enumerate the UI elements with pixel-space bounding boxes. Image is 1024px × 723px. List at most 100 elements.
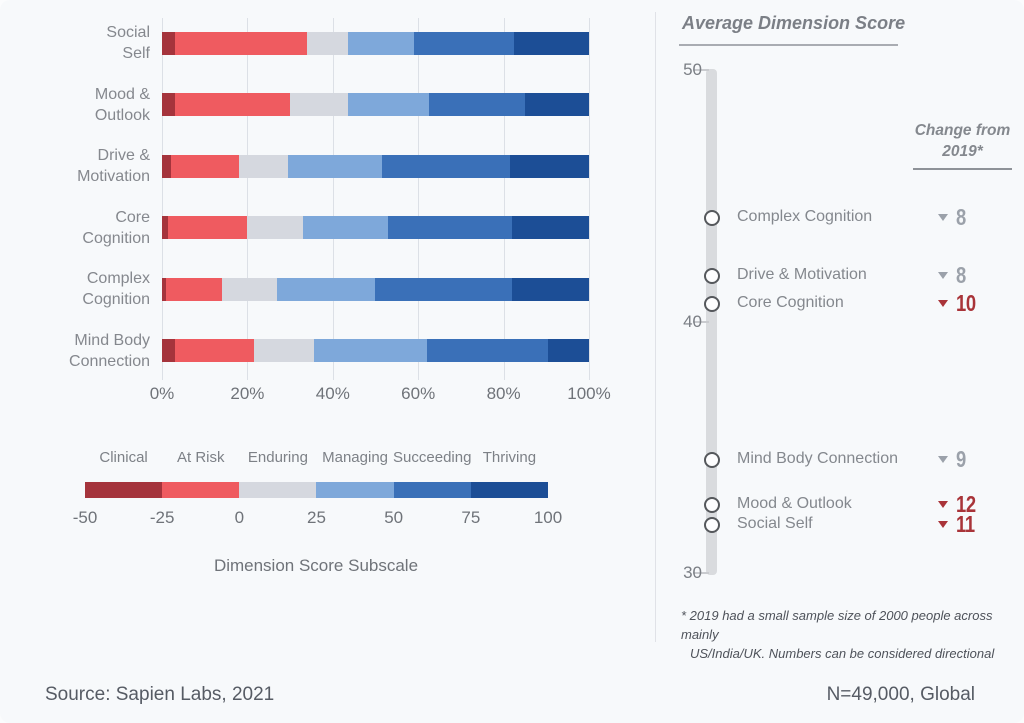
dimension-label: Drive & Motivation — [737, 266, 867, 284]
scale-tick-label: 50 — [683, 60, 702, 79]
legend-color-segment — [85, 482, 163, 498]
change-header-underline — [913, 168, 1012, 170]
panel-title-underline — [679, 44, 898, 46]
bar-segment-enduring — [307, 31, 348, 55]
dimension-label: Core Cognition — [737, 293, 844, 311]
category-label: Drive & Motivation — [77, 147, 150, 185]
gridline — [503, 18, 505, 380]
change-column-header: Change from 2019* — [905, 120, 1020, 162]
bar-segment-at-risk — [174, 339, 254, 362]
bar-segment-clinical — [162, 216, 169, 239]
gridline — [418, 18, 420, 380]
triangle-down-icon — [938, 214, 948, 222]
bar-segment-succeeding — [426, 339, 549, 362]
bar-segment-clinical — [162, 339, 175, 362]
bar-segment-enduring — [221, 277, 278, 301]
panel-divider — [655, 12, 656, 642]
x-axis-title: Dimension Score Subscale — [213, 556, 419, 575]
bar-segment-at-risk — [170, 154, 239, 178]
bar-segment-enduring — [290, 93, 348, 116]
bar-segment-managing — [287, 154, 382, 178]
source-note: Source: Sapien Labs, 2021 — [45, 684, 275, 705]
footnote-line2: US/India/UK. Numbers can be considered d… — [690, 646, 995, 661]
score-marker — [704, 451, 720, 468]
legend-scale-tick: 0 — [234, 508, 245, 527]
legend-label: Enduring — [247, 449, 308, 466]
dimension-label: Mood & Outlook — [737, 495, 852, 513]
footnote: * 2019 had a small sample size of 2000 p… — [681, 606, 1016, 663]
scale-tick-dash — [693, 69, 709, 71]
legend-color-segment — [393, 482, 471, 498]
legend-color-segment — [316, 482, 394, 498]
bar-segment-enduring — [253, 339, 314, 362]
score-scale-bar — [706, 69, 717, 575]
legend-color-segment — [470, 482, 548, 498]
gridline — [247, 18, 249, 380]
bar-segment-succeeding — [375, 277, 513, 301]
x-axis-tick-label: 100% — [567, 384, 611, 403]
bar-segment-clinical — [162, 277, 167, 301]
bar-segment-enduring — [238, 154, 288, 178]
scale-tick-dash — [693, 320, 709, 323]
stacked-bar — [162, 154, 589, 178]
category-label: Complex Cognition — [82, 270, 150, 308]
x-axis-tick-label: 60% — [401, 384, 436, 403]
change-value: 9 — [956, 445, 966, 472]
bar-segment-at-risk — [174, 93, 291, 116]
triangle-down-icon — [938, 299, 948, 307]
scale-tick-label: 40 — [683, 311, 702, 331]
bar-segment-managing — [277, 277, 376, 301]
change-value: 12 — [956, 491, 976, 518]
legend-scale-tick: 100 — [533, 508, 563, 527]
bar-segment-at-risk — [166, 277, 222, 301]
bar-segment-managing — [347, 31, 414, 55]
gridline — [332, 18, 334, 380]
gridline — [589, 18, 590, 380]
triangle-down-icon — [938, 272, 948, 280]
score-marker — [704, 517, 720, 534]
dimension-label: Complex Cognition — [737, 208, 873, 226]
score-marker — [704, 210, 720, 227]
bar-segment-managing — [347, 93, 429, 116]
stacked-bar — [162, 31, 589, 55]
bar-segment-thriving — [514, 31, 589, 55]
bar-plot-area — [162, 18, 590, 380]
change-value: 8 — [956, 204, 966, 231]
x-axis-tick-label: 40% — [315, 384, 350, 403]
change-header-line1: Change from — [914, 122, 1011, 139]
bar-segment-managing — [302, 216, 389, 239]
category-label: Mood & Outlook — [94, 85, 150, 124]
stacked-bar — [162, 93, 589, 116]
bar-segment-clinical — [162, 154, 171, 178]
change-value: 8 — [956, 262, 966, 289]
legend-label: Thriving — [482, 449, 537, 466]
bar-segment-managing — [313, 339, 427, 362]
triangle-down-icon — [938, 455, 948, 463]
change-header-line2: 2019* — [942, 143, 983, 160]
category-label: Core Cognition — [82, 208, 150, 247]
score-marker — [704, 497, 720, 514]
bar-segment-clinical — [162, 31, 175, 55]
legend-label: Succeeding — [393, 449, 472, 466]
bar-segment-at-risk — [174, 31, 308, 55]
triangle-down-icon — [938, 501, 948, 509]
category-label: Mind Body Connection — [69, 331, 150, 370]
legend-color-segment — [162, 482, 240, 498]
legend-scale-tick: -25 — [149, 508, 175, 527]
x-axis-tick-label: 20% — [230, 384, 265, 403]
stacked-bar — [162, 339, 589, 362]
bar-segment-thriving — [512, 216, 589, 239]
bar-segment-thriving — [512, 277, 589, 301]
x-axis-tick-label: 80% — [486, 384, 521, 403]
bar-segment-at-risk — [168, 216, 248, 239]
panel-title: Average Dimension Score — [682, 13, 906, 33]
scale-tick-label: 30 — [683, 563, 702, 582]
stacked-bar — [162, 216, 589, 239]
legend-label: Managing — [322, 449, 389, 466]
legend-scale-tick: 75 — [461, 508, 481, 527]
legend-label: At Risk — [176, 449, 225, 466]
sample-note: N=49,000, Global — [826, 684, 975, 705]
change-value: 11 — [956, 511, 975, 538]
bar-segment-succeeding — [381, 154, 510, 178]
legend-scale-tick: 50 — [384, 508, 404, 527]
